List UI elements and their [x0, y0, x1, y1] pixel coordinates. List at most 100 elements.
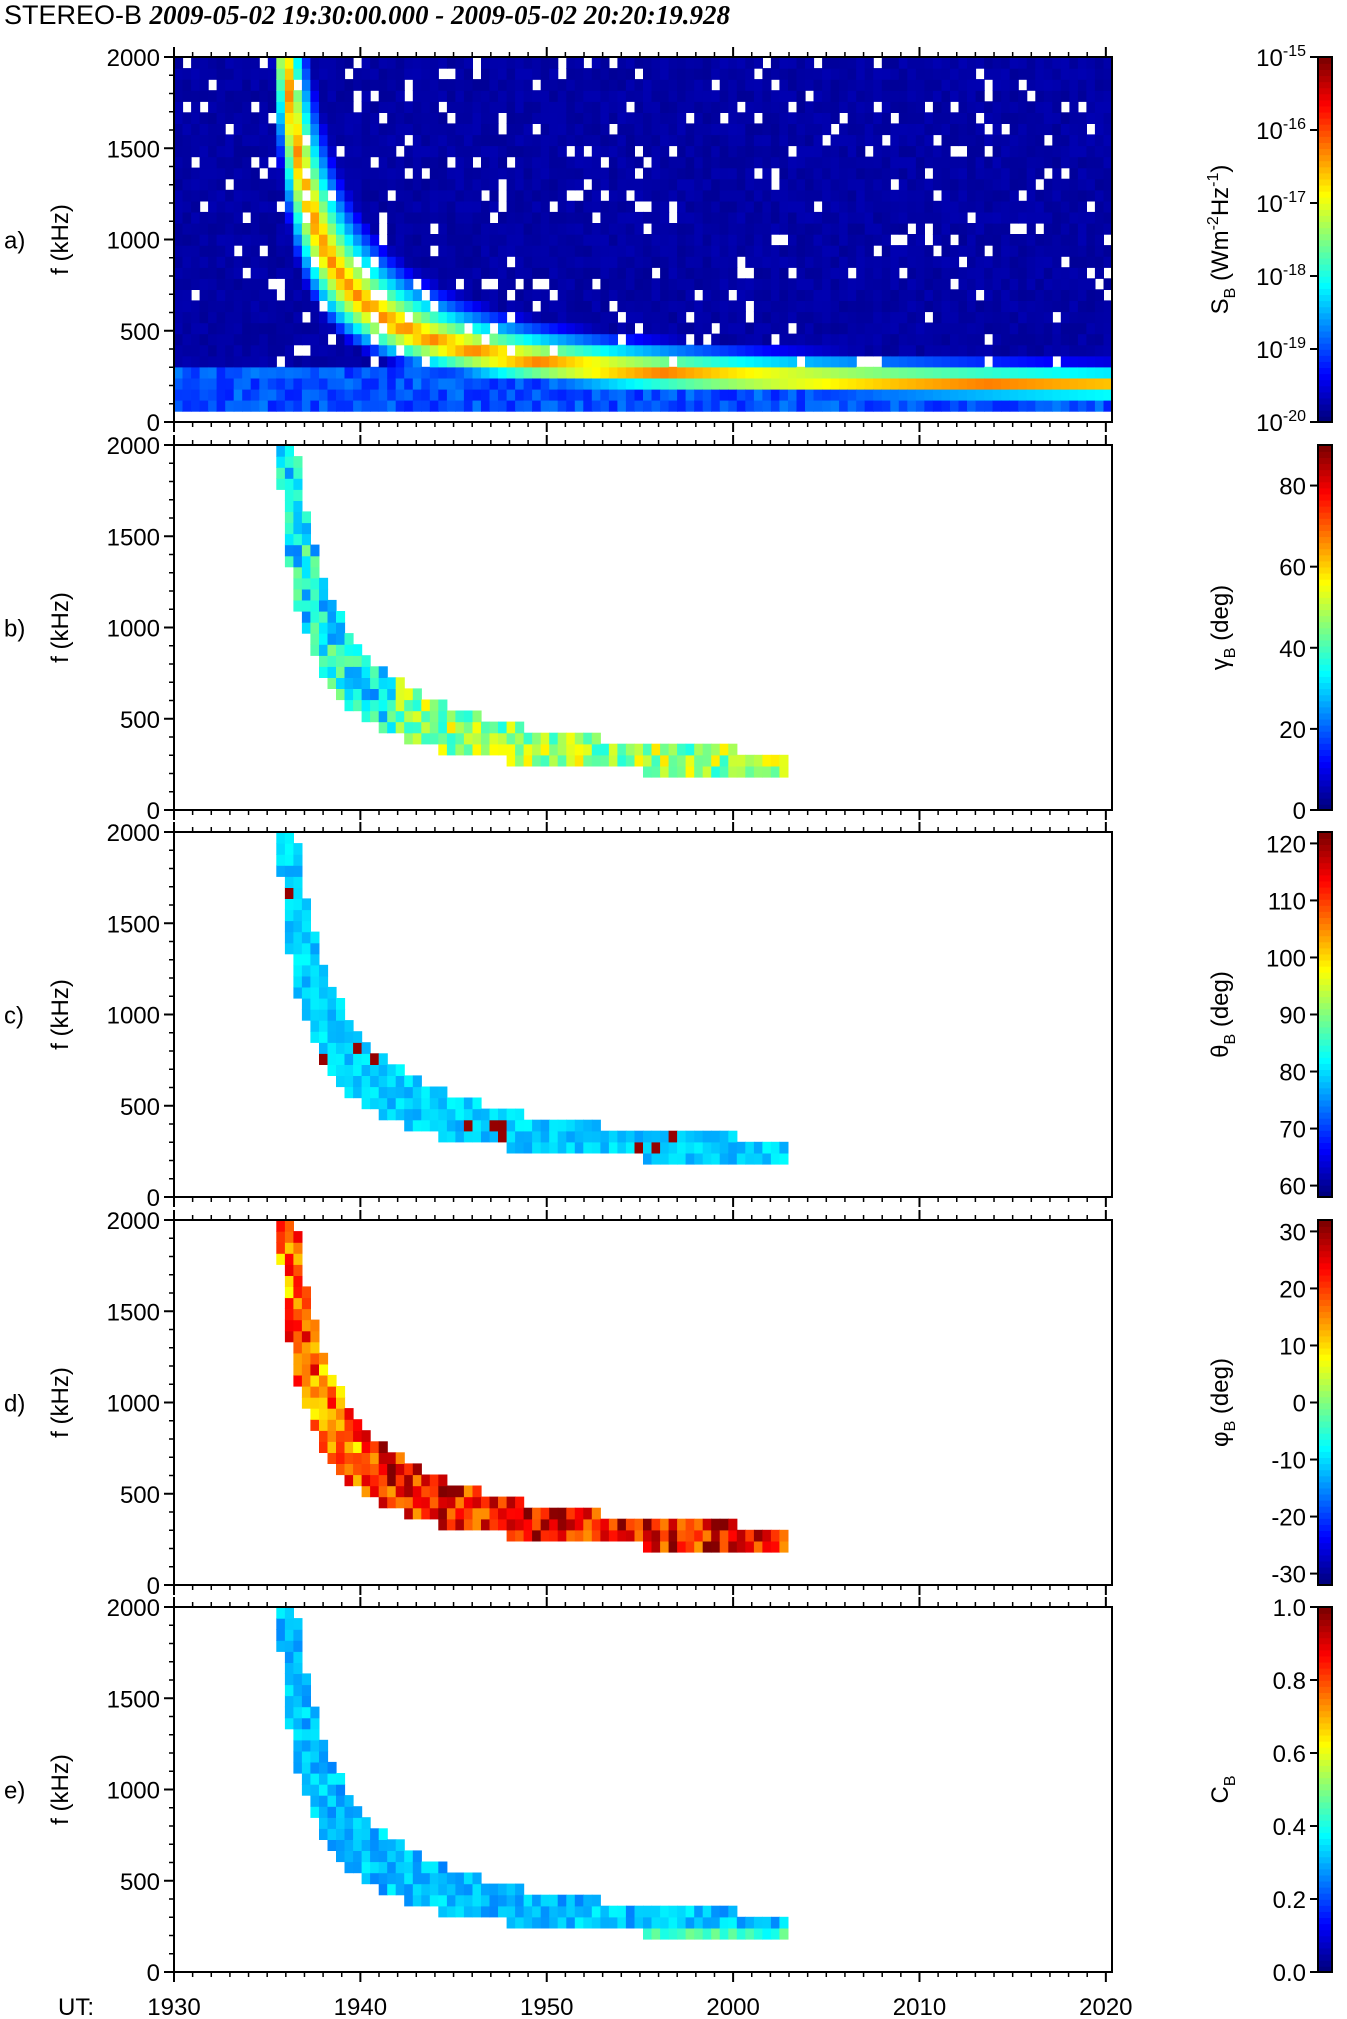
heatmap-cell	[515, 134, 525, 147]
heatmap-cell	[651, 344, 661, 357]
heatmap-cell	[250, 134, 260, 147]
heatmap-cell	[634, 245, 644, 257]
heatmap-cell	[796, 289, 806, 301]
heatmap-cell	[864, 123, 874, 136]
heatmap-cell	[1094, 355, 1104, 368]
heatmap-cell	[319, 1031, 329, 1043]
heatmap-cell	[617, 57, 627, 69]
heatmap-cell	[387, 699, 397, 712]
heatmap-cell	[549, 1507, 559, 1520]
heatmap-cell	[395, 1086, 405, 1099]
heatmap-cell	[745, 1152, 755, 1165]
heatmap-cell	[1052, 366, 1062, 379]
heatmap-cell	[1086, 245, 1096, 257]
heatmap-cell	[344, 366, 354, 379]
heatmap-cell	[301, 544, 311, 557]
heatmap-cell	[600, 1518, 610, 1531]
heatmap-cell	[958, 223, 968, 235]
heatmap-cell	[1077, 68, 1087, 80]
heatmap-cell	[1009, 156, 1019, 169]
heatmap-cell	[532, 156, 542, 169]
heatmap-cell	[856, 400, 866, 412]
heatmap-cell	[873, 211, 883, 224]
heatmap-cell	[370, 1839, 380, 1851]
heatmap-cell	[370, 189, 380, 202]
heatmap-cell	[233, 300, 243, 313]
heatmap-cell	[438, 200, 448, 213]
heatmap-cell	[992, 189, 1002, 202]
heatmap-cell	[310, 611, 320, 623]
colorbar-swatch	[1318, 463, 1332, 471]
heatmap-cell	[984, 223, 994, 235]
heatmap-cell	[796, 123, 806, 136]
colorbar-tick-label: 10-15	[1256, 43, 1306, 72]
heatmap-cell	[753, 278, 763, 290]
heatmap-cell	[711, 134, 721, 147]
heatmap-cell	[421, 156, 431, 169]
heatmap-cell	[1060, 377, 1070, 390]
heatmap-cell	[651, 1141, 661, 1154]
heatmap-cell	[1018, 156, 1028, 169]
heatmap-cell	[1094, 223, 1104, 235]
heatmap-cell	[327, 156, 337, 169]
heatmap-cell	[361, 677, 371, 689]
heatmap-cell	[736, 57, 746, 69]
heatmap-cell	[370, 1463, 380, 1476]
heatmap-cell	[566, 754, 576, 767]
heatmap-cell	[353, 267, 363, 279]
heatmap-cell	[1069, 123, 1079, 136]
heatmap-cell	[625, 245, 635, 257]
colorbar-tick-label: 110	[1268, 888, 1306, 915]
heatmap-cell	[310, 223, 320, 235]
heatmap-cell	[830, 134, 840, 147]
heatmap-cell	[523, 366, 533, 379]
heatmap-cell	[506, 388, 516, 401]
heatmap-cell	[463, 743, 473, 756]
heatmap-cell	[361, 57, 371, 69]
heatmap-cell	[370, 267, 380, 279]
heatmap-cell	[574, 167, 584, 180]
heatmap-cell	[370, 112, 380, 124]
heatmap-cell	[762, 112, 772, 124]
heatmap-cell	[353, 211, 363, 224]
heatmap-cell	[293, 1341, 303, 1354]
heatmap-cell	[489, 156, 499, 169]
heatmap-cell	[856, 134, 866, 147]
heatmap-cell	[523, 344, 533, 357]
heatmap-cell	[276, 456, 286, 468]
heatmap-cell	[736, 300, 746, 313]
heatmap-cell	[233, 101, 243, 113]
heatmap-cell	[284, 178, 294, 191]
heatmap-cell	[378, 1463, 388, 1476]
heatmap-cell	[319, 200, 329, 213]
heatmap-cell	[310, 1397, 320, 1409]
colorbar-swatch	[1318, 591, 1332, 598]
heatmap-cell	[412, 101, 422, 113]
heatmap-cell	[336, 1806, 346, 1818]
heatmap-cell	[1018, 234, 1028, 246]
colorbar-swatch	[1318, 349, 1332, 356]
heatmap-cell	[651, 167, 661, 180]
heatmap-cell	[608, 200, 618, 213]
heatmap-cell	[651, 400, 661, 412]
heatmap-cell	[685, 1518, 695, 1531]
heatmap-cell	[574, 388, 584, 401]
heatmap-cell	[233, 267, 243, 279]
heatmap-cell	[643, 267, 653, 279]
heatmap-cell	[753, 388, 763, 401]
colorbar-swatch	[1318, 282, 1332, 289]
heatmap-cell	[208, 57, 218, 69]
heatmap-cell	[677, 278, 687, 290]
heatmap-cell	[668, 322, 678, 335]
heatmap-cell	[310, 931, 320, 944]
heatmap-cell	[762, 333, 772, 346]
heatmap-cell	[984, 256, 994, 268]
heatmap-cell	[395, 79, 405, 91]
heatmap-cell	[515, 1130, 525, 1143]
colorbar-swatch	[1318, 227, 1332, 235]
heatmap-cell	[506, 300, 516, 313]
heatmap-cell	[301, 388, 311, 401]
heatmap-cell	[387, 721, 397, 734]
heatmap-cell	[353, 1042, 363, 1054]
heatmap-cell	[788, 377, 798, 390]
